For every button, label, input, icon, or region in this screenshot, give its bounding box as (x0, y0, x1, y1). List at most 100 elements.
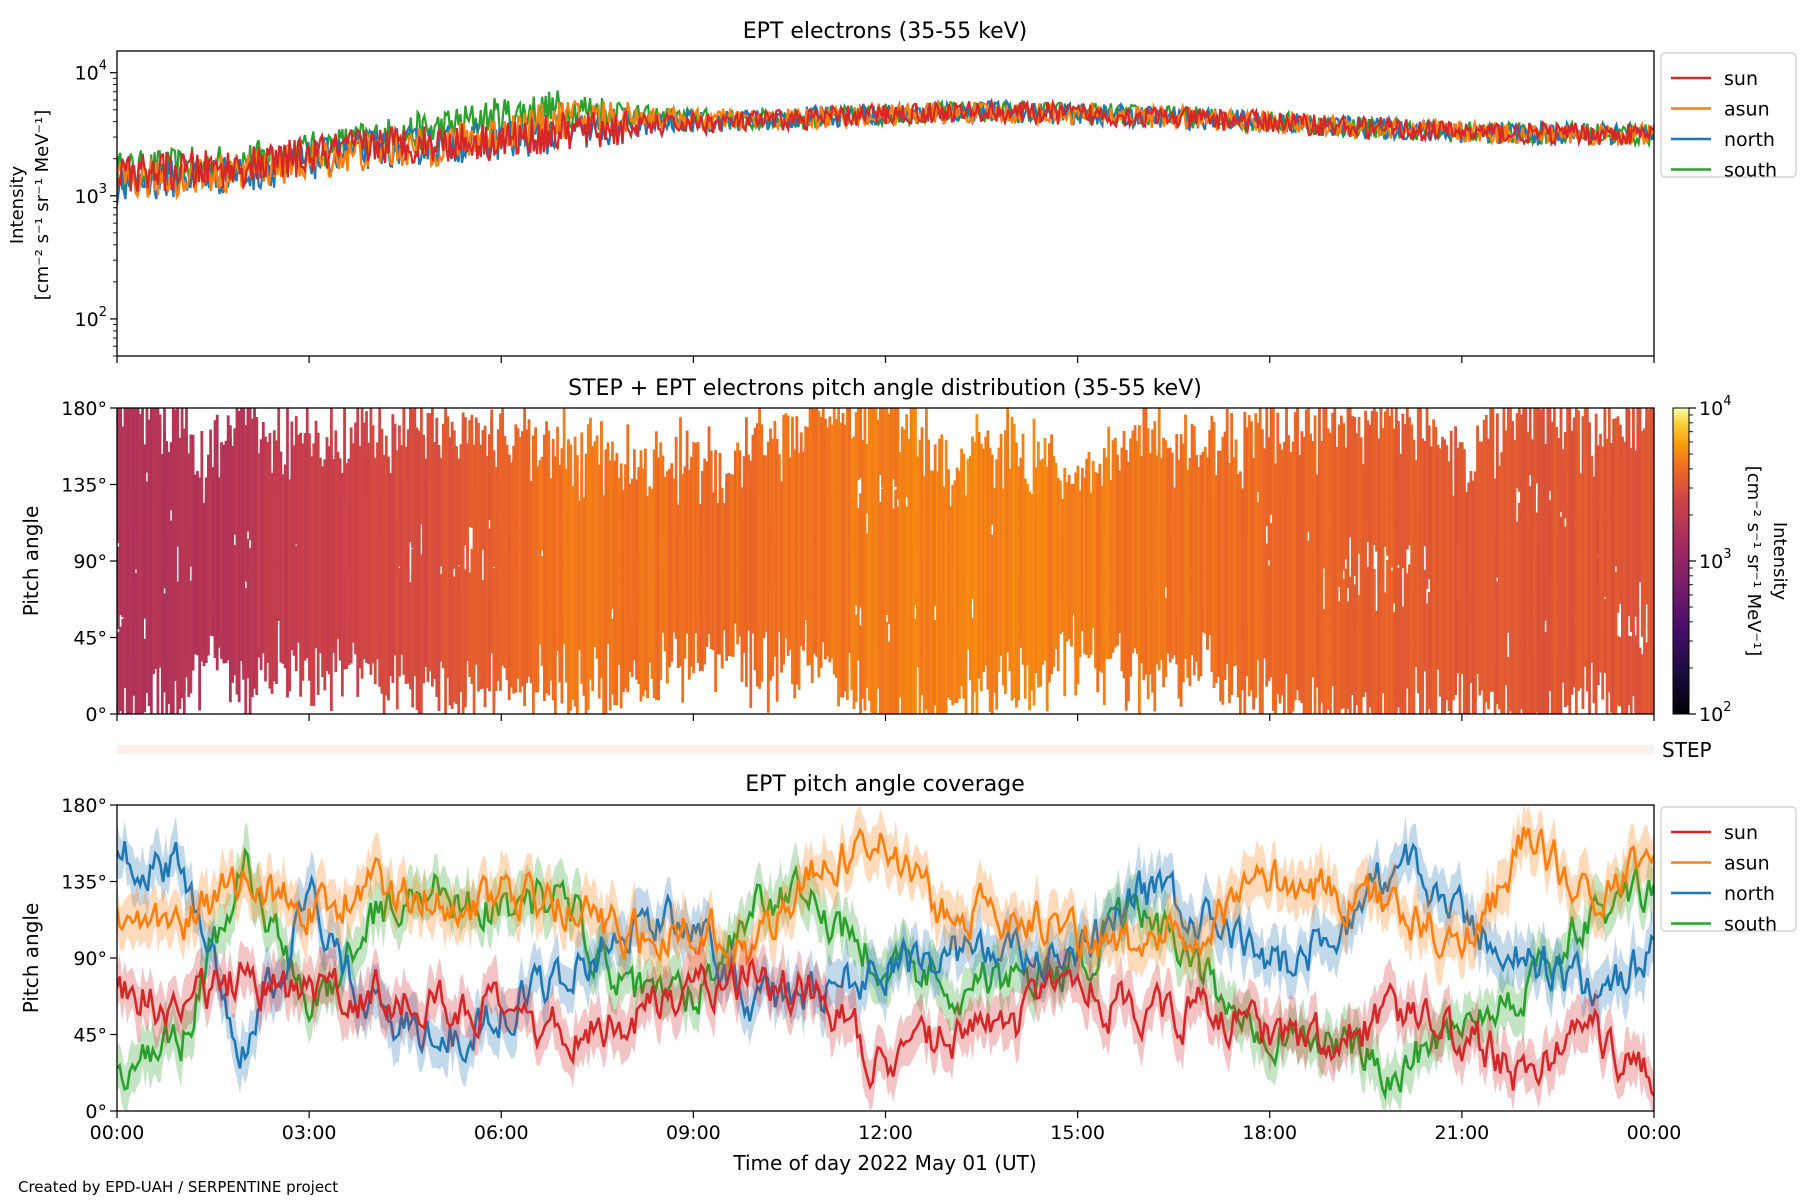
heatmap-cell (174, 470, 177, 618)
heatmap-cell (1482, 581, 1486, 685)
heatmap-cell (835, 505, 838, 659)
heatmap-cell (997, 549, 1001, 624)
heatmap-cell (1412, 567, 1416, 693)
heatmap-cell (1643, 485, 1646, 628)
heatmap-cell (1603, 438, 1607, 576)
heatmap-cell (413, 551, 417, 677)
heatmap-cell (854, 412, 858, 510)
heatmap-cell (1285, 408, 1288, 551)
heatmap-cell (1357, 446, 1361, 539)
heatmap-cell (387, 472, 390, 574)
heatmap-cell (1153, 449, 1157, 561)
heatmap-cell (1539, 409, 1543, 509)
heatmap-cell (347, 474, 351, 579)
heatmap-cell (213, 420, 217, 543)
panel2-y-axis: 0°45°90°135°180° (61, 398, 117, 726)
heatmap-cell (310, 565, 314, 706)
heatmap-cell (286, 408, 289, 533)
heatmap-cell (1555, 568, 1558, 648)
heatmap-cell (865, 444, 869, 514)
heatmap-cell (213, 490, 217, 647)
panel4-xtick-label-6: 18:00 (1242, 1122, 1297, 1144)
heatmap-cell (1462, 513, 1466, 665)
heatmap-cell (1539, 486, 1543, 630)
heatmap-cell (1190, 492, 1194, 651)
heatmap-cell (154, 408, 158, 509)
heatmap-cell (1335, 447, 1339, 531)
heatmap-cell (589, 482, 592, 568)
heatmap-cell (718, 510, 722, 621)
heatmap-cell (670, 530, 674, 634)
heatmap-cell (1322, 408, 1326, 521)
heatmap-cell (938, 610, 941, 714)
heatmap-cell (1625, 530, 1629, 634)
heatmap-cell (1649, 553, 1653, 627)
panel4-band-sun (117, 933, 1654, 1111)
heatmap-cell (255, 571, 259, 696)
heatmap-cell (1544, 632, 1548, 714)
heatmap-cell (946, 523, 950, 669)
heatmap-cell (325, 579, 329, 671)
heatmap-cell (1247, 477, 1251, 620)
panel4-y-axis: 0°45°90°135°180° (61, 795, 117, 1123)
heatmap-cell (452, 607, 456, 701)
heatmap-cell (995, 556, 999, 625)
heatmap-cell (795, 445, 799, 557)
heatmap-cell (1030, 610, 1034, 691)
heatmap-cell (696, 456, 700, 602)
heatmap-cell (1291, 487, 1295, 632)
heatmap-cell (518, 519, 522, 672)
heatmap-cell (1647, 470, 1651, 559)
heatmap-cell (1199, 512, 1203, 640)
heatmap-cell (990, 454, 994, 525)
heatmap-cell (481, 580, 485, 681)
panel4-legend-label-asun: asun (1724, 853, 1770, 875)
heatmap-cell (949, 521, 952, 625)
heatmap-cell (578, 504, 581, 589)
heatmap-cell (459, 616, 463, 692)
heatmap-cell (558, 464, 562, 593)
heatmap-cell (1553, 512, 1556, 625)
heatmap-cell (1217, 570, 1220, 662)
heatmap-cell (1616, 635, 1620, 706)
heatmap-cell (676, 584, 680, 667)
heatmap-cell (938, 518, 941, 614)
heatmap-cell (180, 477, 184, 586)
heatmap-cell (373, 457, 377, 603)
heatmap-cell (145, 584, 149, 693)
heatmap-cell (821, 421, 825, 574)
heatmap-cell (1454, 610, 1457, 696)
heatmap-cell (167, 458, 171, 541)
heatmap-cell (1522, 536, 1526, 698)
panel4-legend-label-sun: sun (1724, 822, 1758, 844)
heatmap-cell (1344, 468, 1348, 560)
heatmap-cell (145, 481, 149, 589)
heatmap-cell (703, 481, 707, 575)
heatmap-cell (169, 629, 173, 714)
heatmap-cell (1375, 623, 1378, 714)
heatmap-cell (1344, 568, 1348, 714)
heatmap-cell (182, 621, 186, 714)
heatmap-cell (1331, 412, 1335, 528)
heatmap-cell (850, 564, 854, 669)
heatmap-cell (927, 493, 931, 654)
heatmap-cell (762, 526, 766, 627)
heatmap-cell (1410, 424, 1414, 504)
heatmap-cell (430, 589, 434, 668)
heatmap-cell (878, 634, 882, 714)
heatmap-cell (1223, 547, 1227, 634)
heatmap-cell (1276, 578, 1280, 695)
heatmap-cell (1618, 637, 1622, 707)
heatmap-cell (196, 524, 199, 616)
panel1-legend-label-asun: asun (1724, 99, 1770, 121)
panel4-xtick-label-8: 00:00 (1627, 1122, 1682, 1144)
heatmap-cell (180, 584, 184, 670)
heatmap-cell (569, 623, 573, 711)
heatmap-cell (428, 413, 432, 523)
heatmap-cell (1504, 493, 1508, 655)
heatmap-cell (591, 446, 595, 601)
heatmap-cell (1454, 426, 1457, 578)
heatmap-cell (1502, 408, 1506, 512)
heatmap-cell (1080, 507, 1084, 632)
heatmap-cell (1274, 597, 1277, 704)
